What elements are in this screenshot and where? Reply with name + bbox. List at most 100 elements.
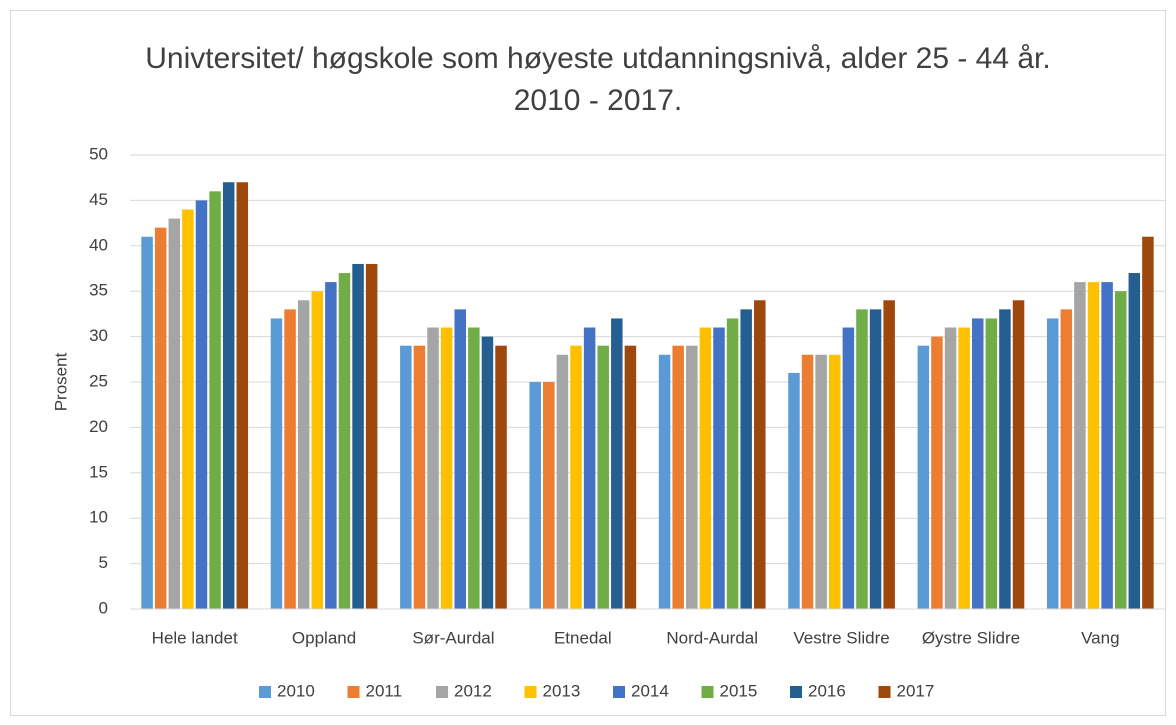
bar bbox=[168, 218, 181, 609]
bar bbox=[543, 382, 555, 609]
bar bbox=[686, 345, 698, 609]
legend-label: 2016 bbox=[808, 681, 846, 700]
y-tick-label: 0 bbox=[99, 598, 108, 617]
bar bbox=[1142, 236, 1154, 609]
bar bbox=[468, 327, 480, 609]
bar bbox=[1101, 282, 1113, 609]
legend-label: 2015 bbox=[720, 681, 758, 700]
y-tick-label: 25 bbox=[89, 371, 108, 390]
bar bbox=[1114, 291, 1127, 609]
y-axis-label: Prosent bbox=[51, 352, 70, 411]
bar bbox=[481, 336, 494, 609]
legend-swatch bbox=[259, 686, 271, 698]
legend-label: 2012 bbox=[454, 681, 492, 700]
bar bbox=[829, 354, 841, 609]
bar bbox=[869, 309, 882, 609]
bar bbox=[270, 318, 283, 609]
bar bbox=[726, 318, 739, 609]
bar bbox=[1128, 273, 1141, 609]
legend-swatch bbox=[524, 686, 537, 698]
y-tick-label: 5 bbox=[99, 553, 108, 572]
legend-swatch bbox=[878, 686, 891, 698]
legend-label: 2014 bbox=[631, 681, 669, 700]
bar bbox=[754, 300, 766, 609]
y-tick-label: 20 bbox=[89, 417, 108, 436]
bar bbox=[1012, 300, 1025, 609]
x-tick-label: Sør-Aurdal bbox=[412, 628, 494, 647]
bar bbox=[842, 327, 855, 609]
x-tick-label: Oppland bbox=[292, 628, 356, 647]
x-tick-label: Vang bbox=[1081, 628, 1119, 647]
bar bbox=[529, 382, 541, 609]
bar bbox=[1087, 282, 1100, 609]
bar bbox=[413, 345, 426, 609]
bar bbox=[556, 354, 569, 609]
legend-swatch bbox=[790, 686, 802, 698]
bar bbox=[856, 309, 868, 609]
x-tick-label: Nord-Aurdal bbox=[666, 628, 758, 647]
legend-label: 2011 bbox=[366, 681, 403, 700]
bar bbox=[999, 309, 1011, 609]
bar bbox=[495, 345, 507, 609]
bar bbox=[815, 354, 827, 609]
bar bbox=[209, 191, 221, 609]
bar bbox=[352, 263, 364, 609]
bar bbox=[624, 345, 637, 609]
bar bbox=[365, 263, 378, 609]
bar bbox=[154, 227, 167, 609]
legend-swatch bbox=[701, 686, 714, 698]
bar bbox=[883, 300, 895, 609]
bar bbox=[440, 327, 453, 609]
bar bbox=[658, 354, 671, 609]
bar bbox=[971, 318, 984, 609]
y-tick-label: 15 bbox=[89, 462, 108, 481]
bar bbox=[801, 354, 814, 609]
y-tick-label: 40 bbox=[89, 235, 108, 254]
legend-label: 2013 bbox=[543, 681, 581, 700]
legend-swatch bbox=[436, 686, 448, 698]
bar bbox=[297, 300, 310, 609]
bar bbox=[944, 327, 957, 609]
bar bbox=[713, 327, 725, 609]
bar bbox=[338, 273, 351, 609]
y-tick-label: 30 bbox=[89, 326, 108, 345]
bar bbox=[1046, 318, 1059, 609]
x-tick-label: Vestre Slidre bbox=[793, 628, 889, 647]
bar bbox=[740, 309, 752, 609]
bar bbox=[454, 309, 466, 609]
bar bbox=[195, 200, 208, 609]
bar bbox=[400, 345, 412, 609]
legend-swatch bbox=[613, 686, 625, 698]
bar bbox=[141, 236, 153, 609]
bar bbox=[788, 372, 800, 609]
bar bbox=[597, 345, 609, 609]
bar bbox=[222, 182, 235, 610]
bar bbox=[427, 327, 439, 609]
x-tick-label: Øystre Slidre bbox=[922, 628, 1020, 647]
bar bbox=[958, 327, 970, 609]
bar bbox=[985, 318, 998, 609]
x-tick-label: Hele landet bbox=[152, 628, 238, 647]
bar bbox=[1074, 282, 1086, 609]
y-tick-label: 45 bbox=[89, 190, 108, 209]
legend-label: 2010 bbox=[277, 681, 315, 700]
bar bbox=[311, 291, 324, 609]
bar bbox=[1060, 309, 1073, 609]
bar bbox=[182, 209, 194, 610]
bar bbox=[236, 182, 249, 610]
bar bbox=[672, 345, 684, 609]
bar bbox=[284, 309, 296, 609]
bar bbox=[325, 282, 337, 609]
y-tick-label: 35 bbox=[89, 281, 108, 300]
bar bbox=[570, 345, 582, 609]
y-tick-label: 10 bbox=[89, 508, 108, 527]
bar bbox=[611, 318, 623, 609]
x-tick-label: Etnedal bbox=[554, 628, 612, 647]
bar bbox=[931, 336, 943, 609]
bar bbox=[917, 345, 930, 609]
chart-title: Univtersitet/ høgskole som høyeste utdan… bbox=[145, 42, 1051, 117]
bar bbox=[699, 327, 712, 609]
legend-label: 2017 bbox=[897, 681, 935, 700]
